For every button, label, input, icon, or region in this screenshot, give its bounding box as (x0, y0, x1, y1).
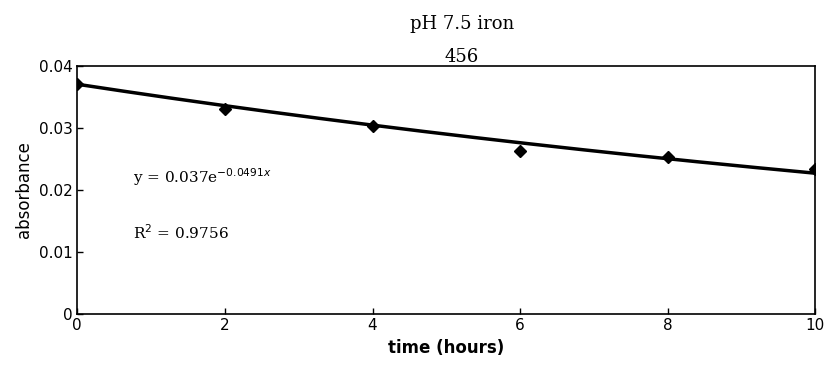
Text: 456: 456 (445, 48, 479, 66)
X-axis label: time (hours): time (hours) (388, 339, 505, 357)
Text: y = 0.037e$^{-0.0491x}$: y = 0.037e$^{-0.0491x}$ (133, 167, 271, 188)
Text: pH 7.5 iron: pH 7.5 iron (410, 15, 514, 33)
Y-axis label: absorbance: absorbance (15, 141, 33, 238)
Text: R$^{2}$ = 0.9756: R$^{2}$ = 0.9756 (133, 224, 228, 242)
